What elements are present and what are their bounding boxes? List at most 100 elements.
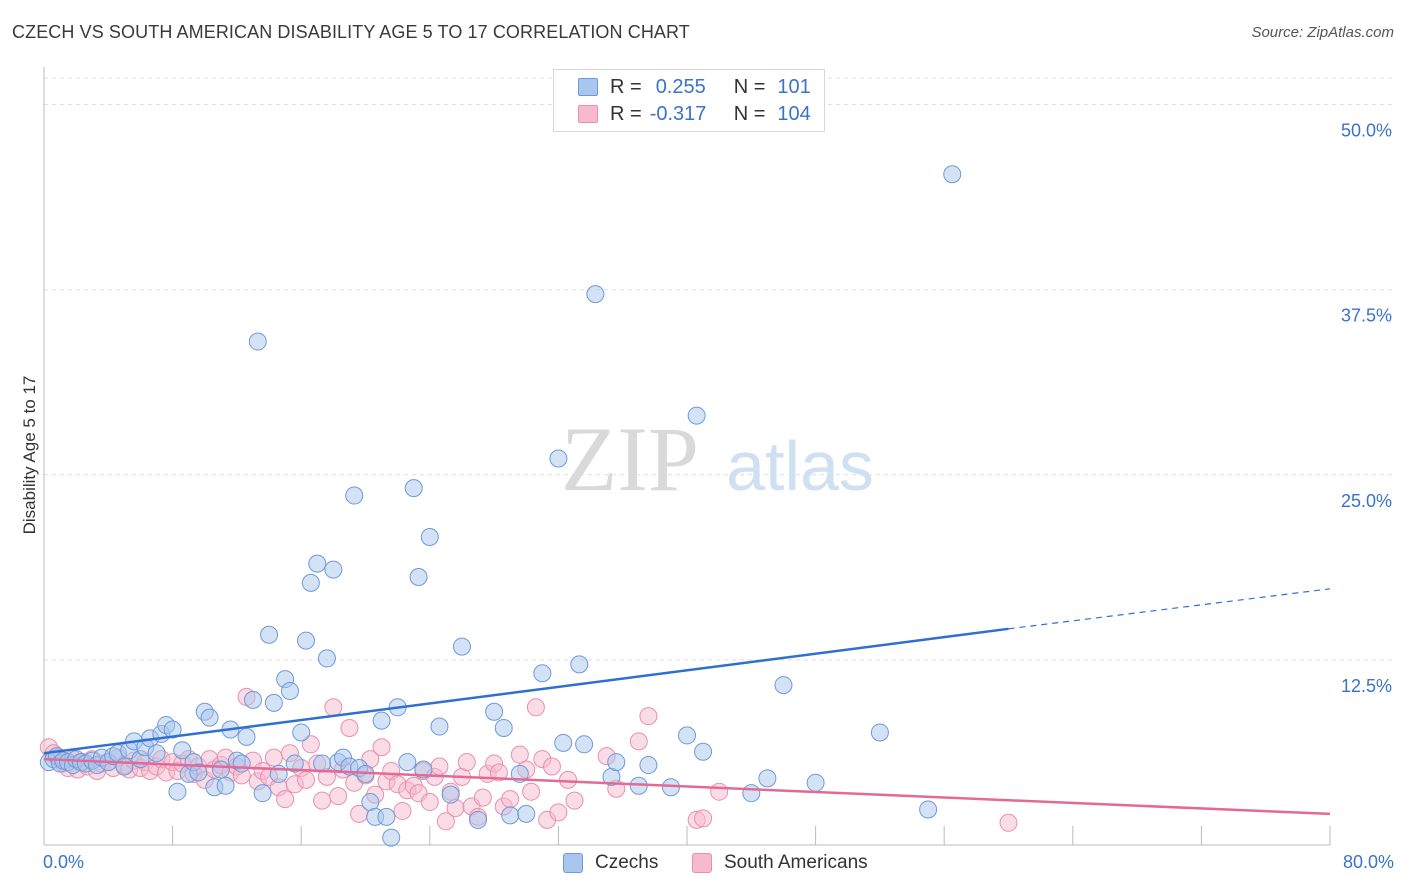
legend-item-south-americans[interactable]: South Americans <box>692 852 868 874</box>
series-legend: Czechs South Americans <box>0 852 1406 876</box>
czech-point <box>147 744 166 763</box>
y-tick-label: 25.0% <box>1341 491 1392 511</box>
czech-point <box>232 754 251 773</box>
czech-point <box>317 649 336 668</box>
grid-lines <box>44 77 1392 661</box>
legend-n-label: N = <box>733 102 766 125</box>
south-american-point <box>526 698 545 717</box>
czech-trend-extension <box>1008 588 1331 630</box>
legend-n-value: 101 <box>777 75 811 98</box>
czech-point <box>297 631 316 650</box>
legend-row-czechs: R = 0.255 N = 101 <box>578 76 811 98</box>
x-axis-min-label: 0.0% <box>43 852 85 872</box>
czech-point <box>687 406 706 425</box>
czech-point <box>404 479 423 498</box>
czech-point <box>382 828 401 847</box>
czech-point <box>575 735 594 754</box>
czech-point <box>806 773 825 792</box>
czech-point <box>694 742 713 761</box>
south-american-point <box>473 788 492 807</box>
legend-r-value: 0.255 <box>655 75 706 98</box>
south-american-point <box>324 698 343 717</box>
south-american-point <box>297 770 316 789</box>
south-american-point <box>522 782 541 801</box>
legend-row-south-americans: R = -0.317 N = 104 <box>578 103 811 125</box>
czech-point <box>173 741 192 760</box>
czech-point <box>774 676 793 695</box>
south-american-trend-line <box>43 757 1331 816</box>
south-american-point <box>639 707 658 726</box>
czech-point <box>639 756 658 775</box>
czech-point <box>292 723 311 742</box>
czech-point <box>216 776 235 795</box>
chart-title: CZECH VS SOUTH AMERICAN DISABILITY AGE 5… <box>12 22 690 42</box>
czech-point <box>345 486 364 505</box>
czech-point <box>243 690 262 709</box>
legend-n-value: 104 <box>777 102 811 125</box>
south-american-point <box>276 790 295 809</box>
y-tick-label: 50.0% <box>1341 121 1392 141</box>
czech-point <box>441 785 460 804</box>
czech-point <box>420 528 439 546</box>
czech-point <box>163 720 182 739</box>
czech-point <box>211 760 230 779</box>
czech-point <box>237 727 256 746</box>
south-american-point <box>340 719 359 738</box>
south-american-swatch <box>578 105 598 123</box>
czech-point <box>742 784 761 803</box>
czech-point <box>324 560 343 579</box>
czech-point <box>168 782 187 801</box>
czech-point <box>248 332 267 351</box>
czech-point <box>285 754 304 773</box>
axes <box>43 67 1331 846</box>
south-american-point <box>510 745 529 764</box>
watermark: ZIP atlas <box>561 408 874 510</box>
south-american-point <box>264 748 283 767</box>
legend-r-label: R = <box>610 75 642 98</box>
legend-label-czechs: Czechs <box>595 852 659 873</box>
south-american-point <box>501 790 520 809</box>
y-tick-labels: 12.5% 25.0% 37.5% 50.0% <box>1341 121 1392 696</box>
czech-point <box>409 567 428 586</box>
czech-point <box>533 664 552 683</box>
czech-point <box>554 733 573 752</box>
czech-point <box>494 719 513 738</box>
south-american-point <box>430 757 449 776</box>
czech-point <box>517 804 536 823</box>
south-american-point <box>372 738 391 757</box>
south-american-point <box>559 770 578 789</box>
czech-point <box>280 682 299 700</box>
czech-point <box>264 693 283 712</box>
south-american-point <box>301 735 320 754</box>
czech-point <box>678 726 696 745</box>
czech-swatch <box>578 78 598 96</box>
south-american-point <box>710 782 729 801</box>
czech-point <box>372 711 391 730</box>
south-american-point <box>329 787 348 806</box>
legend-n-label: N = <box>733 75 766 98</box>
legend-r-label: R = <box>610 102 642 125</box>
czech-point <box>549 449 568 468</box>
south-american-point <box>393 801 412 820</box>
czech-point <box>260 625 279 644</box>
watermark-zip: ZIP <box>561 408 699 510</box>
czech-point <box>570 655 589 674</box>
legend-item-czechs[interactable]: Czechs <box>563 852 658 874</box>
trend-lines <box>43 588 1331 816</box>
south-american-point <box>313 791 332 810</box>
south-american-point <box>457 753 476 772</box>
czech-point <box>586 285 605 304</box>
czech-swatch <box>563 853 583 873</box>
source-credit: Source: ZipAtlas.com <box>1251 24 1394 41</box>
series-czechs <box>39 165 962 847</box>
czech-point <box>943 165 962 184</box>
y-tick-label: 37.5% <box>1341 306 1392 326</box>
czech-point <box>414 760 433 779</box>
south-american-point <box>549 803 568 822</box>
czech-point <box>469 810 488 829</box>
czech-point <box>377 807 396 826</box>
czech-point <box>301 573 320 592</box>
czech-point <box>308 554 327 573</box>
legend-label-south-americans: South Americans <box>724 852 868 873</box>
